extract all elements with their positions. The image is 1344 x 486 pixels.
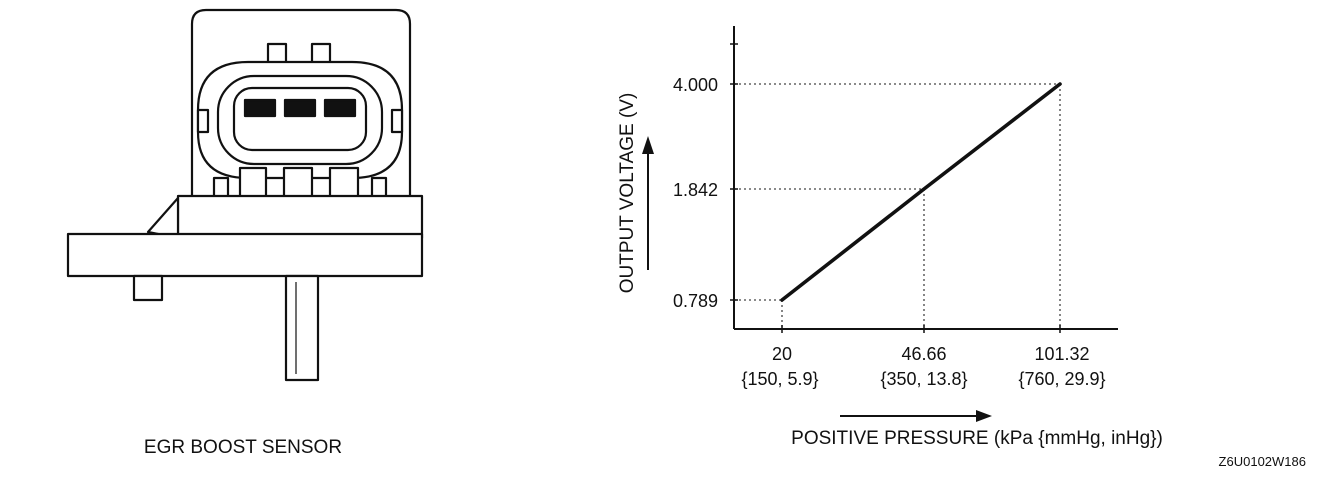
x-tick-sublabel-4666: {350, 13.8} (880, 369, 967, 389)
y-tick-label-4000: 4.000 (673, 75, 718, 95)
y-tick-label-0789: 0.789 (673, 291, 718, 311)
locating-tab (132, 274, 164, 302)
x-tick-label-10132: 101.32 (1034, 344, 1089, 364)
figure-code: Z6U0102W186 (1219, 454, 1306, 469)
connector-socket (232, 86, 368, 152)
rib (238, 166, 268, 200)
x-axis-arrow (840, 410, 992, 422)
x-axis-label: POSITIVE PRESSURE (kPa {mmHg, inHg}) (791, 428, 1163, 449)
rib (282, 166, 314, 200)
x-tick-label-20: 20 (772, 344, 792, 364)
voltage-pressure-graph: 4.000 1.842 0.789 20 {150, 5.9} 46.66 {3… (617, 26, 1163, 449)
axis-ticks (730, 83, 1061, 333)
terminal-3 (323, 98, 357, 118)
sensor-base (176, 194, 424, 240)
terminal-2 (283, 98, 317, 118)
base-bevel (146, 196, 180, 240)
mounting-flange (66, 232, 424, 278)
y-axis-label: OUTPUT VOLTAGE (V) (617, 93, 638, 294)
x-tick-label-4666: 46.66 (901, 344, 946, 364)
sensor-caption: EGR BOOST SENSOR (144, 437, 342, 458)
terminal-1 (243, 98, 277, 118)
x-tick-sublabel-20: {150, 5.9} (741, 369, 818, 389)
sensor-illustration (66, 8, 424, 382)
pressure-port (284, 274, 320, 382)
rib (328, 166, 360, 200)
y-tick-label-1842: 1.842 (673, 180, 718, 200)
characteristic-line (780, 82, 1062, 302)
connector-notch-left (196, 108, 210, 134)
guide-lines (734, 83, 1061, 329)
y-axis-arrow (642, 136, 654, 270)
connector-notch-right (390, 108, 404, 134)
x-tick-sublabel-10132: {760, 29.9} (1018, 369, 1105, 389)
